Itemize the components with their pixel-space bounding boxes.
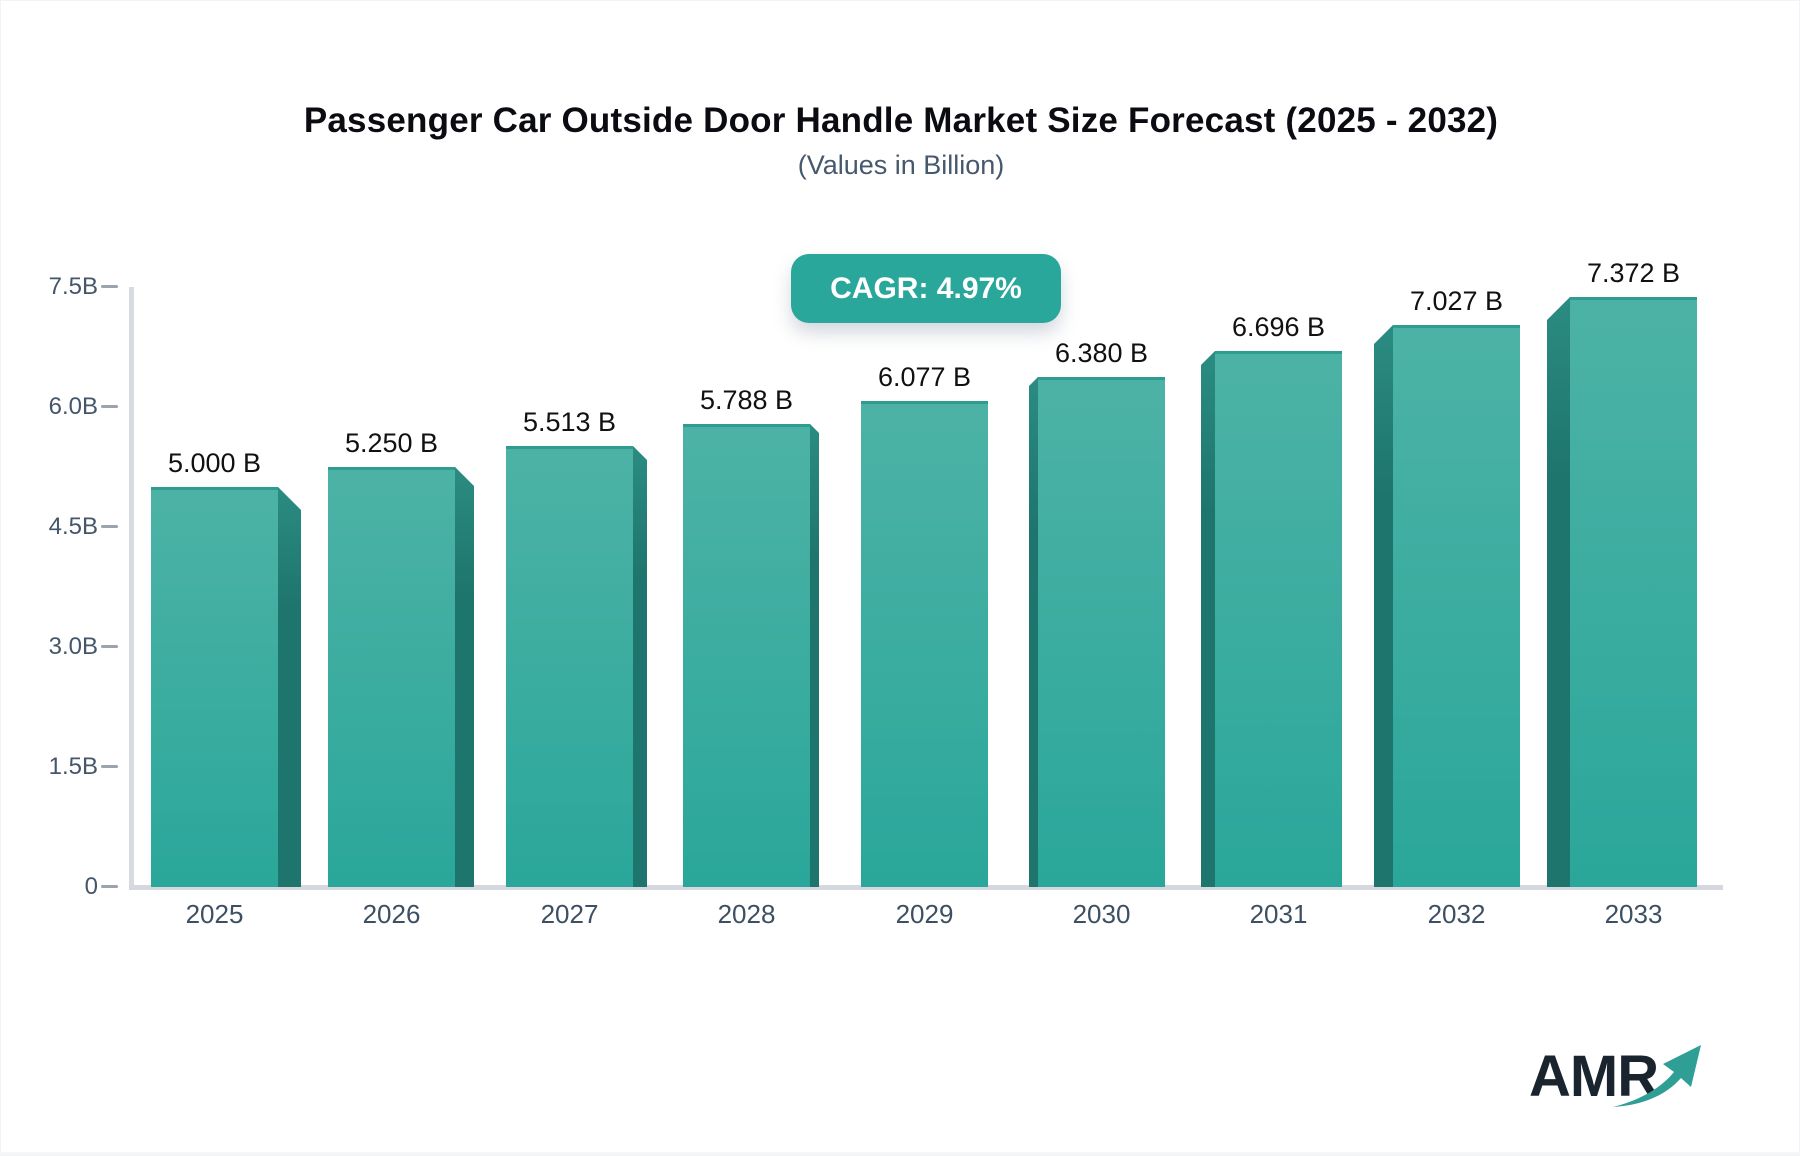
bar-2026	[328, 467, 455, 887]
x-axis-label: 2033	[1604, 899, 1663, 929]
x-axis-label: 2025	[185, 899, 244, 929]
bar-side-face	[633, 446, 647, 887]
y-tick-dash	[101, 285, 118, 288]
x-axis-label: 2028	[717, 899, 776, 929]
bar-side-face	[1201, 351, 1215, 887]
chart-title: Passenger Car Outside Door Handle Market…	[303, 101, 1499, 140]
bar-side-face	[1029, 377, 1038, 887]
y-axis-line	[129, 287, 134, 888]
y-tick-dash	[101, 525, 118, 528]
chart-subtitle: (Values in Billion)	[797, 150, 1005, 180]
y-tick-label: 6.0B	[48, 393, 98, 420]
bar-value-label: 7.372 B	[1586, 258, 1681, 288]
bar-side-face	[1374, 325, 1393, 887]
y-tick-dash	[101, 765, 118, 768]
bar-2033	[1570, 297, 1697, 887]
x-axis-label: 2027	[540, 899, 599, 929]
bar-2025	[151, 487, 278, 887]
bar-2029	[861, 401, 988, 887]
y-tick-dash	[101, 885, 118, 888]
x-axis-label: 2032	[1427, 899, 1486, 929]
bar-side-face	[810, 424, 819, 887]
y-tick-dash	[101, 645, 118, 648]
cagr-badge: CAGR: 4.97%	[791, 254, 1061, 323]
bar-2027	[506, 446, 633, 887]
bar-side-face	[455, 467, 474, 887]
bar-side-face	[278, 487, 301, 887]
page-bottom-edge	[1, 1152, 1799, 1155]
bar-value-label: 6.696 B	[1231, 312, 1326, 342]
x-axis-label: 2031	[1249, 899, 1308, 929]
bar-2032	[1393, 325, 1520, 887]
bar-2028	[683, 424, 810, 887]
y-tick-label: 0	[84, 873, 98, 900]
bar-2031	[1215, 351, 1342, 887]
y-tick-label: 7.5B	[48, 273, 98, 300]
y-tick-label: 4.5B	[48, 513, 98, 540]
x-axis-label: 2026	[362, 899, 421, 929]
growth-arrow-icon	[1613, 1045, 1701, 1107]
bar-value-label: 6.380 B	[1054, 338, 1149, 368]
y-tick-label: 1.5B	[48, 753, 98, 780]
bar-value-label: 7.027 B	[1409, 286, 1504, 316]
bar-2030	[1038, 377, 1165, 887]
bar-value-label: 5.250 B	[344, 428, 439, 458]
bar-value-label: 6.077 B	[877, 362, 972, 392]
amr-logo: AMR	[1529, 1043, 1729, 1123]
y-tick-label: 3.0B	[48, 633, 98, 660]
amr-logo-text: AMR	[1529, 1044, 1659, 1109]
bar-value-label: 5.788 B	[699, 385, 794, 415]
bar-value-label: 5.000 B	[167, 448, 262, 478]
x-axis-label: 2030	[1072, 899, 1131, 929]
bar-side-face	[1547, 297, 1570, 887]
bar-value-label: 5.513 B	[522, 407, 617, 437]
x-axis-baseline	[129, 885, 1723, 890]
y-tick-dash	[101, 405, 118, 408]
x-axis-label: 2029	[895, 899, 954, 929]
